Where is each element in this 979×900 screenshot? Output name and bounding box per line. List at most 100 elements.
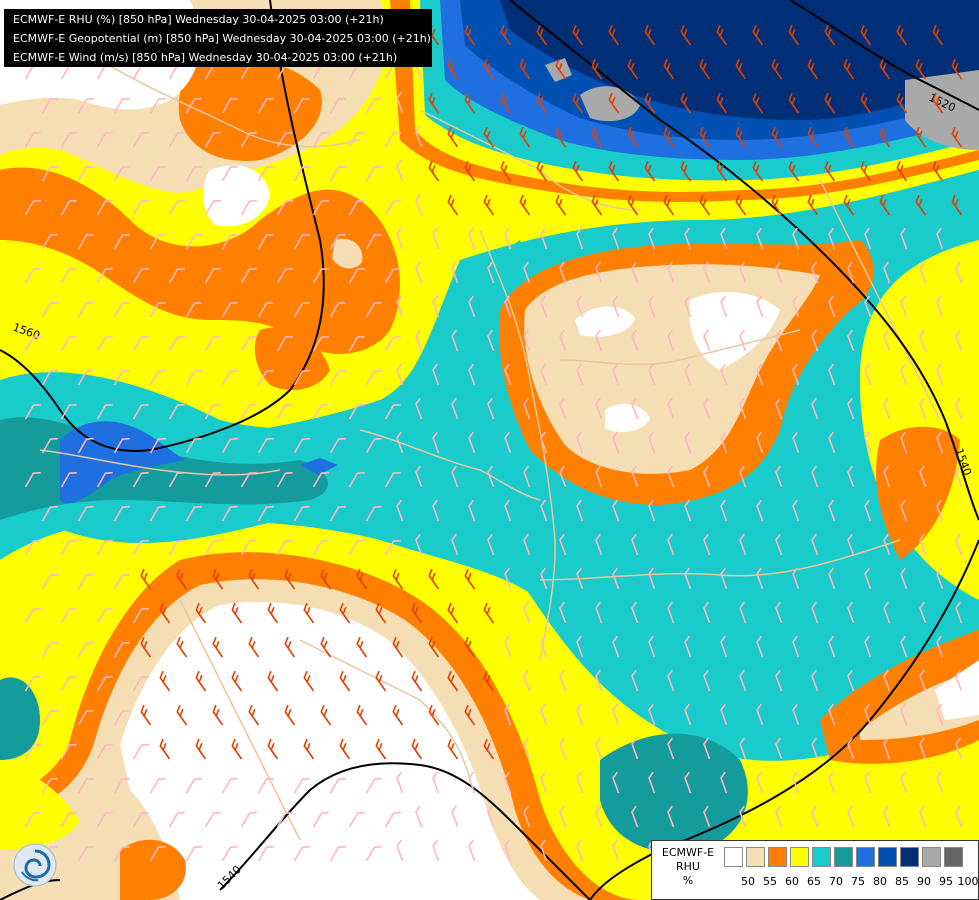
border-line-2 <box>419 109 641 211</box>
wind-barb <box>847 329 855 352</box>
wind-barb <box>428 704 440 726</box>
legend-tick-label: 55 <box>763 875 777 888</box>
wind-barb <box>955 737 963 760</box>
wind-barb <box>487 329 495 352</box>
wind-barb <box>540 839 548 862</box>
wind-barb <box>667 805 675 828</box>
wind-barb <box>523 465 531 488</box>
wind-barb <box>559 601 567 624</box>
wind-barb <box>293 845 310 862</box>
wind-barb <box>113 777 130 794</box>
wind-barb <box>811 329 819 352</box>
wind-barb <box>221 165 238 182</box>
wind-barb <box>185 777 202 794</box>
wind-barb <box>716 160 728 182</box>
wind-barb <box>149 165 166 182</box>
wind-barb <box>320 568 332 590</box>
wind-barb <box>464 24 476 46</box>
wind-barb <box>132 675 149 692</box>
wind-barb <box>168 471 185 488</box>
wind-barb <box>168 131 185 148</box>
wind-barb <box>936 227 944 250</box>
wind-barb <box>864 499 872 522</box>
wind-barb <box>365 301 382 318</box>
wind-barb <box>312 539 329 556</box>
wind-barb <box>487 805 495 828</box>
wind-barb <box>464 160 476 182</box>
rh-sw-orange-spot <box>120 839 186 900</box>
wind-barb <box>612 635 620 658</box>
wind-barb <box>221 845 238 862</box>
wind-barb <box>432 499 440 522</box>
wind-barb <box>756 363 764 386</box>
wind-barb <box>24 335 41 352</box>
wind-barb <box>411 738 423 760</box>
wind-barb <box>703 737 711 760</box>
wind-barb <box>348 335 365 352</box>
border-line-5 <box>539 539 901 581</box>
wind-barb <box>375 738 387 760</box>
wind-barb <box>60 131 77 148</box>
wind-barb <box>612 567 620 590</box>
wind-barb <box>716 92 728 114</box>
wind-barb <box>41 641 58 658</box>
wind-barb <box>24 675 41 692</box>
wind-barb <box>775 397 783 420</box>
border-line-3 <box>479 229 556 661</box>
wind-barb <box>384 811 401 828</box>
wind-barb <box>276 811 293 828</box>
wind-barb <box>591 194 603 216</box>
rh-central-white-1 <box>575 306 635 337</box>
wind-barb <box>132 267 149 284</box>
wind-barb <box>168 403 185 420</box>
wind-barb <box>257 233 274 250</box>
wind-barb <box>720 771 728 794</box>
wind-barb <box>883 601 891 624</box>
wind-barb <box>132 335 149 352</box>
contour-1520 <box>789 0 979 111</box>
wind-barb <box>504 703 512 726</box>
wind-barb <box>955 261 963 284</box>
wind-barb <box>919 601 927 624</box>
wind-barb <box>843 194 855 216</box>
wind-barb <box>447 670 459 692</box>
wind-barb <box>348 131 365 148</box>
rh-blue-patch-small <box>300 458 338 475</box>
wind-barb <box>572 92 584 114</box>
wind-barb <box>648 431 656 454</box>
wind-barb <box>432 227 440 250</box>
wind-barb <box>356 704 368 726</box>
wind-barb <box>523 805 531 828</box>
wind-barb <box>955 397 963 420</box>
wind-barb <box>41 505 58 522</box>
wind-barb <box>720 567 728 590</box>
legend-ticks: 50 55 60 65 70 75 80 85 90 95 100 <box>737 875 979 888</box>
wind-barb <box>411 602 423 624</box>
legend-title: ECMWF-E RHU % <box>658 846 718 888</box>
wind-barb <box>951 126 963 148</box>
wind-barb <box>572 24 584 46</box>
wind-barb <box>739 601 747 624</box>
legend-tick-label: 95 <box>939 875 953 888</box>
border-line-8 <box>299 639 471 781</box>
wind-barb <box>792 227 800 250</box>
rh-sw-white <box>120 601 540 900</box>
wind-barb <box>720 227 728 250</box>
wind-barb <box>428 160 440 182</box>
legend-swatch <box>768 847 787 867</box>
wind-barb <box>900 567 908 590</box>
wind-barb <box>680 24 692 46</box>
legend-swatch <box>724 847 743 867</box>
wind-barb <box>168 199 185 216</box>
rh-teal-patch-south <box>600 733 748 853</box>
wind-barb <box>631 465 639 488</box>
wind-barb <box>864 227 872 250</box>
border-line-6 <box>359 429 541 501</box>
wind-barb <box>504 227 512 250</box>
wind-barb <box>847 261 855 284</box>
wind-barb <box>41 437 58 454</box>
wind-barb <box>185 845 202 862</box>
wind-barb <box>375 602 387 624</box>
wind-barb <box>936 499 944 522</box>
